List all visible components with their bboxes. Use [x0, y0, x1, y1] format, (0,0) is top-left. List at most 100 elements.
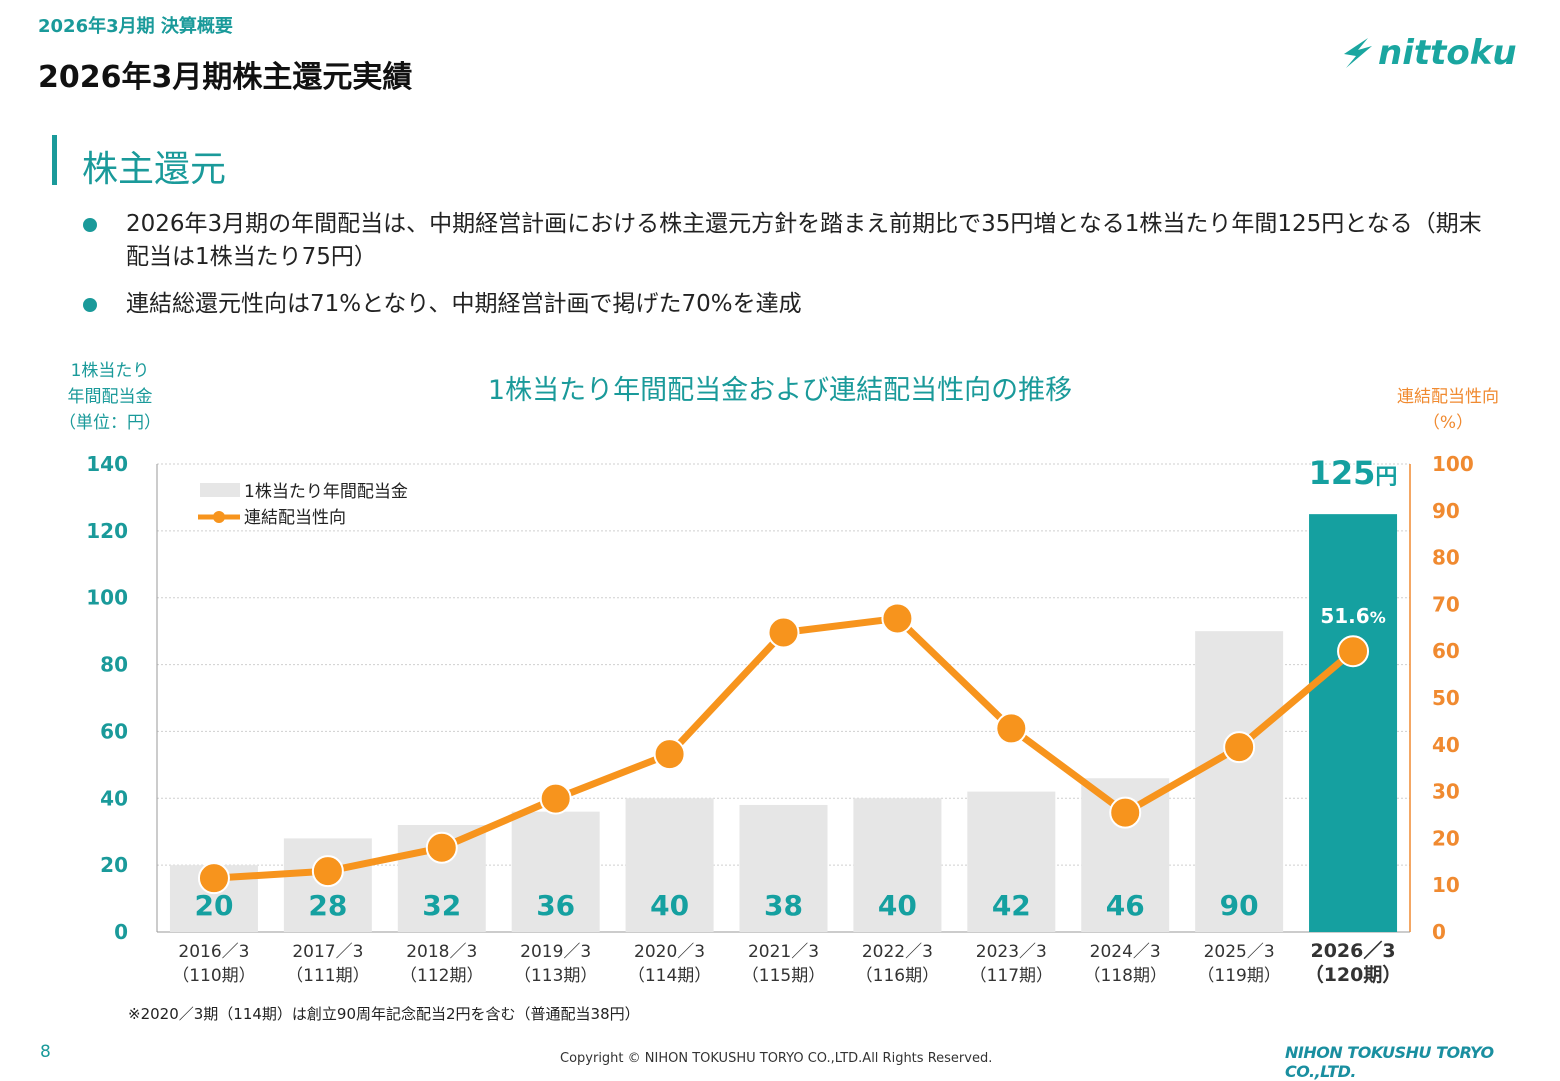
page-number: 8	[40, 1042, 51, 1062]
bullet-dot-icon	[83, 298, 97, 312]
left-tick-label: 0	[114, 920, 128, 944]
payout-ratio-point	[311, 855, 344, 888]
dividend-bar	[511, 811, 600, 932]
x-period-label: （111期）	[286, 966, 369, 986]
bullet-dot-icon	[83, 218, 97, 232]
left-tick-label: 120	[86, 519, 128, 543]
right-tick-label: 40	[1432, 733, 1460, 757]
right-tick-label: 20	[1432, 826, 1460, 850]
x-period-label: （113期）	[514, 966, 597, 986]
right-tick-label: 80	[1432, 546, 1460, 570]
legend-bar-label: 1株当たり年間配当金	[244, 482, 408, 502]
left-tick-label: 60	[100, 719, 128, 743]
bullet-list: 2026年3月期の年間配当は、中期経営計画における株主還元方針を踏まえ前期比で3…	[80, 208, 1500, 335]
left-axis-label-line: （単位：円）	[59, 413, 161, 433]
payout-ratio-point	[881, 602, 914, 635]
legend-line-label: 連結配当性向	[244, 508, 346, 528]
x-category-label: 2018／3	[406, 942, 477, 962]
payout-ratio-point	[767, 616, 800, 649]
dividend-bar	[1195, 631, 1284, 932]
dividend-bar	[1309, 514, 1398, 932]
nittoku-logo: nittoku	[1344, 33, 1517, 73]
right-tick-label: 0	[1432, 920, 1446, 944]
right-tick-label: 90	[1432, 499, 1460, 523]
x-category-label: 2017／3	[292, 942, 363, 962]
highlight-dividend-label: 125円	[1309, 454, 1398, 492]
bullet-item: 2026年3月期の年間配当は、中期経営計画における株主還元方針を踏まえ前期比で3…	[80, 208, 1500, 274]
x-period-label: （116期）	[856, 966, 939, 986]
right-axis-label-line: 連結配当性向	[1397, 387, 1499, 407]
x-category-label: 2024／3	[1090, 942, 1161, 962]
right-tick-label: 50	[1432, 686, 1460, 710]
company-name: NIHON TOKUSHU TORYO CO.,LTD.	[1285, 1043, 1494, 1081]
x-category-label: 2019／3	[520, 942, 591, 962]
payout-ratio-point	[539, 782, 572, 815]
x-period-label: （118期）	[1084, 966, 1167, 986]
x-period-label: （115期）	[742, 966, 825, 986]
left-tick-label: 20	[100, 853, 128, 877]
right-tick-label: 100	[1432, 452, 1474, 476]
x-period-label: （117期）	[970, 966, 1053, 986]
dividend-bar	[739, 804, 828, 932]
left-axis-label: 1株当たり 年間配当金 （単位：円）	[40, 358, 180, 436]
bar-value-label: 38	[764, 889, 803, 922]
legend-bar-swatch	[200, 483, 240, 497]
left-axis-label-line: 1株当たり	[70, 361, 150, 381]
page-title: 2026年3月期株主還元実績	[38, 60, 413, 95]
chart-title: 1株当たり年間配当金および連結配当性向の推移	[487, 375, 1073, 406]
right-axis-label: 連結配当性向 （%）	[1378, 384, 1518, 436]
right-tick-label: 70	[1432, 592, 1460, 616]
right-tick-label: 10	[1432, 873, 1460, 897]
logo-text: nittoku	[1378, 33, 1517, 73]
x-period-label: （120期）	[1305, 963, 1402, 986]
copyright: Copyright © NIHON TOKUSHU TORYO CO.,LTD.…	[560, 1051, 993, 1066]
payout-ratio-point	[1223, 731, 1256, 764]
x-category-label: 2020／3	[634, 942, 705, 962]
bar-value-label: 28	[308, 889, 347, 922]
right-tick-label: 60	[1432, 639, 1460, 663]
left-axis-label-line: 年間配当金	[67, 387, 153, 407]
left-tick-label: 80	[100, 653, 128, 677]
x-category-label: 2021／3	[748, 942, 819, 962]
bar-value-label: 32	[422, 889, 461, 922]
x-period-label: （119期）	[1197, 966, 1280, 986]
x-category-label: 2022／3	[862, 942, 933, 962]
bullet-text: 連結総還元性向は71%となり、中期経営計画で掲げた70%を達成	[126, 291, 802, 317]
bullet-item: 連結総還元性向は71%となり、中期経営計画で掲げた70%を達成	[80, 288, 1500, 321]
x-category-label: 2023／3	[976, 942, 1047, 962]
x-category-label: 2026／3	[1310, 939, 1395, 962]
highlight-ratio-label: 51.6%	[1320, 604, 1385, 628]
right-axis-label-line: （%）	[1422, 413, 1474, 433]
section-title: 株主還元	[82, 149, 227, 190]
left-tick-label: 140	[86, 452, 128, 476]
legend-line-marker	[213, 511, 225, 523]
x-period-label: （110期）	[172, 966, 255, 986]
right-tick-label: 30	[1432, 780, 1460, 804]
x-category-label: 2016／3	[178, 942, 249, 962]
payout-ratio-point	[1337, 635, 1370, 668]
dividend-bar	[625, 798, 714, 932]
payout-ratio-point	[197, 862, 230, 895]
payout-ratio-point	[425, 831, 458, 864]
payout-ratio-point	[653, 738, 686, 771]
dividend-bar	[853, 798, 942, 932]
payout-ratio-point	[1109, 796, 1142, 829]
x-period-label: （114期）	[628, 966, 711, 986]
x-category-label: 2025／3	[1204, 942, 1275, 962]
x-period-label: （112期）	[400, 966, 483, 986]
footnote: ※2020／3期（114期）は創立90周年記念配当2円を含む（普通配当38円）	[128, 1005, 640, 1023]
bar-value-label: 40	[650, 889, 689, 922]
payout-ratio-point	[995, 712, 1028, 745]
dividend-bar	[967, 791, 1056, 932]
header-subtitle: 2026年3月期 決算概要	[38, 16, 233, 37]
bar-value-label: 90	[1220, 889, 1259, 922]
bar-value-label: 46	[1106, 889, 1145, 922]
bar-value-label: 36	[536, 889, 575, 922]
bar-value-label: 42	[992, 889, 1031, 922]
left-tick-label: 100	[86, 586, 128, 610]
bar-value-label: 20	[194, 889, 233, 922]
left-tick-label: 40	[100, 786, 128, 810]
section-accent-bar	[52, 135, 57, 185]
bullet-text: 2026年3月期の年間配当は、中期経営計画における株主還元方針を踏まえ前期比で3…	[126, 211, 1482, 270]
